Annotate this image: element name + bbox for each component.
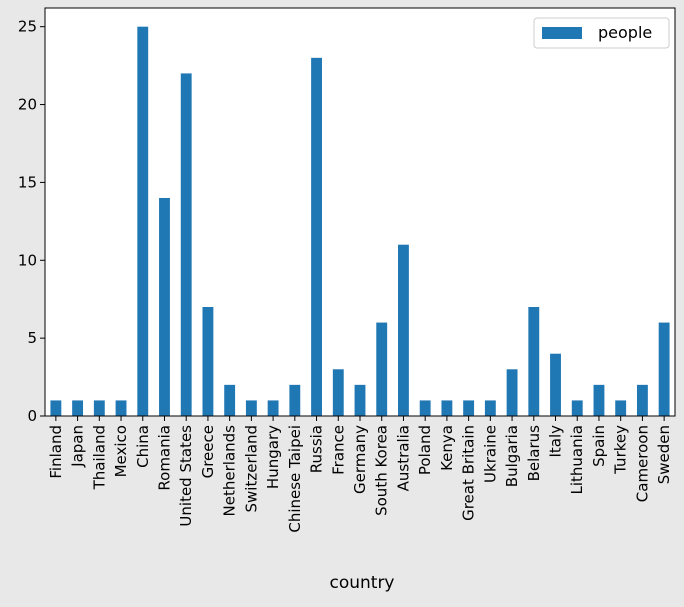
x-tick-label: Hungary (264, 425, 282, 489)
x-tick-label: Greece (199, 425, 217, 478)
bar-china (137, 26, 149, 417)
x-tick-label: Lithuania (568, 425, 586, 494)
x-tick-label: Poland (416, 425, 434, 475)
bar-bulgaria (506, 369, 518, 416)
x-tick-label: Australia (394, 425, 412, 491)
x-tick-label: China (134, 425, 152, 468)
y-tick-label: 20 (18, 96, 37, 114)
bar-italy (550, 353, 561, 416)
legend-label: people (598, 23, 652, 42)
x-tick-label: Kenya (438, 425, 456, 471)
x-tick-label: Netherlands (221, 425, 239, 517)
x-tick-label: Russia (308, 425, 326, 473)
bar-spain (593, 384, 605, 416)
x-tick-label: South Korea (373, 425, 391, 516)
x-tick-label: Turkey (612, 425, 630, 475)
bar-sweden (658, 322, 670, 416)
bar-greece (202, 306, 214, 416)
bar-turkey (615, 400, 627, 416)
bar-russia (311, 57, 322, 416)
legend: people (533, 17, 670, 49)
bar-france (332, 369, 344, 416)
ticks-layer: Finland Japan Thailand Mexico China Romania Un… (18, 18, 673, 533)
x-tick-label: Chinese Taipei (286, 425, 304, 533)
bar-mexico (115, 400, 127, 416)
x-tick-label: Finland (47, 425, 65, 479)
bar-lithuania (571, 400, 583, 416)
y-tick-label: 0 (27, 407, 37, 425)
bar-poland (419, 400, 431, 416)
x-tick-label: Spain (590, 425, 608, 467)
bar-south-korea (376, 322, 388, 416)
x-tick-label: Romania (155, 425, 173, 491)
x-tick-label: Japan (69, 425, 87, 468)
bar-finland (50, 400, 62, 416)
x-tick-label: Thailand (90, 425, 108, 490)
bar-great-britain (463, 400, 475, 416)
legend-box (533, 17, 670, 49)
bar-ukraine (484, 400, 496, 416)
bars-layer (50, 26, 670, 417)
bar-cameroon (636, 384, 648, 416)
bar-belarus (528, 306, 540, 416)
legend-swatch (542, 27, 582, 39)
y-tick-label: 10 (18, 251, 37, 269)
x-tick-label: Belarus (525, 425, 543, 482)
x-tick-label: Sweden (655, 425, 673, 484)
x-tick-label: Bulgaria (503, 425, 521, 487)
bar-australia (398, 244, 409, 416)
x-tick-label: France (329, 425, 347, 475)
y-tick-label: 25 (18, 18, 37, 36)
bar-switzerland (245, 400, 257, 416)
x-tick-label: Italy (547, 425, 565, 458)
x-tick-label: Mexico (112, 425, 130, 477)
bar-hungary (267, 400, 279, 416)
bar-chinese-taipei (289, 384, 301, 416)
x-axis-label: country (329, 573, 394, 593)
plot-area (45, 8, 675, 416)
x-tick-label: Great Britain (460, 425, 478, 521)
bar-united-states (180, 73, 192, 417)
bar-thailand (93, 400, 105, 416)
plot-frame (44, 7, 676, 417)
x-tick-label: Switzerland (242, 425, 260, 513)
bar-germany (354, 384, 366, 416)
bar-japan (72, 400, 84, 416)
bar-romania (159, 197, 170, 416)
x-tick-label: Cameroon (633, 425, 651, 502)
bar-kenya (441, 400, 453, 416)
y-tick-label: 5 (27, 329, 37, 347)
y-tick-label: 15 (18, 173, 37, 191)
bar-netherlands (224, 384, 236, 416)
x-tick-label: United States (177, 425, 195, 527)
x-tick-label: Ukraine (481, 425, 499, 483)
x-tick-label: Germany (351, 425, 369, 494)
